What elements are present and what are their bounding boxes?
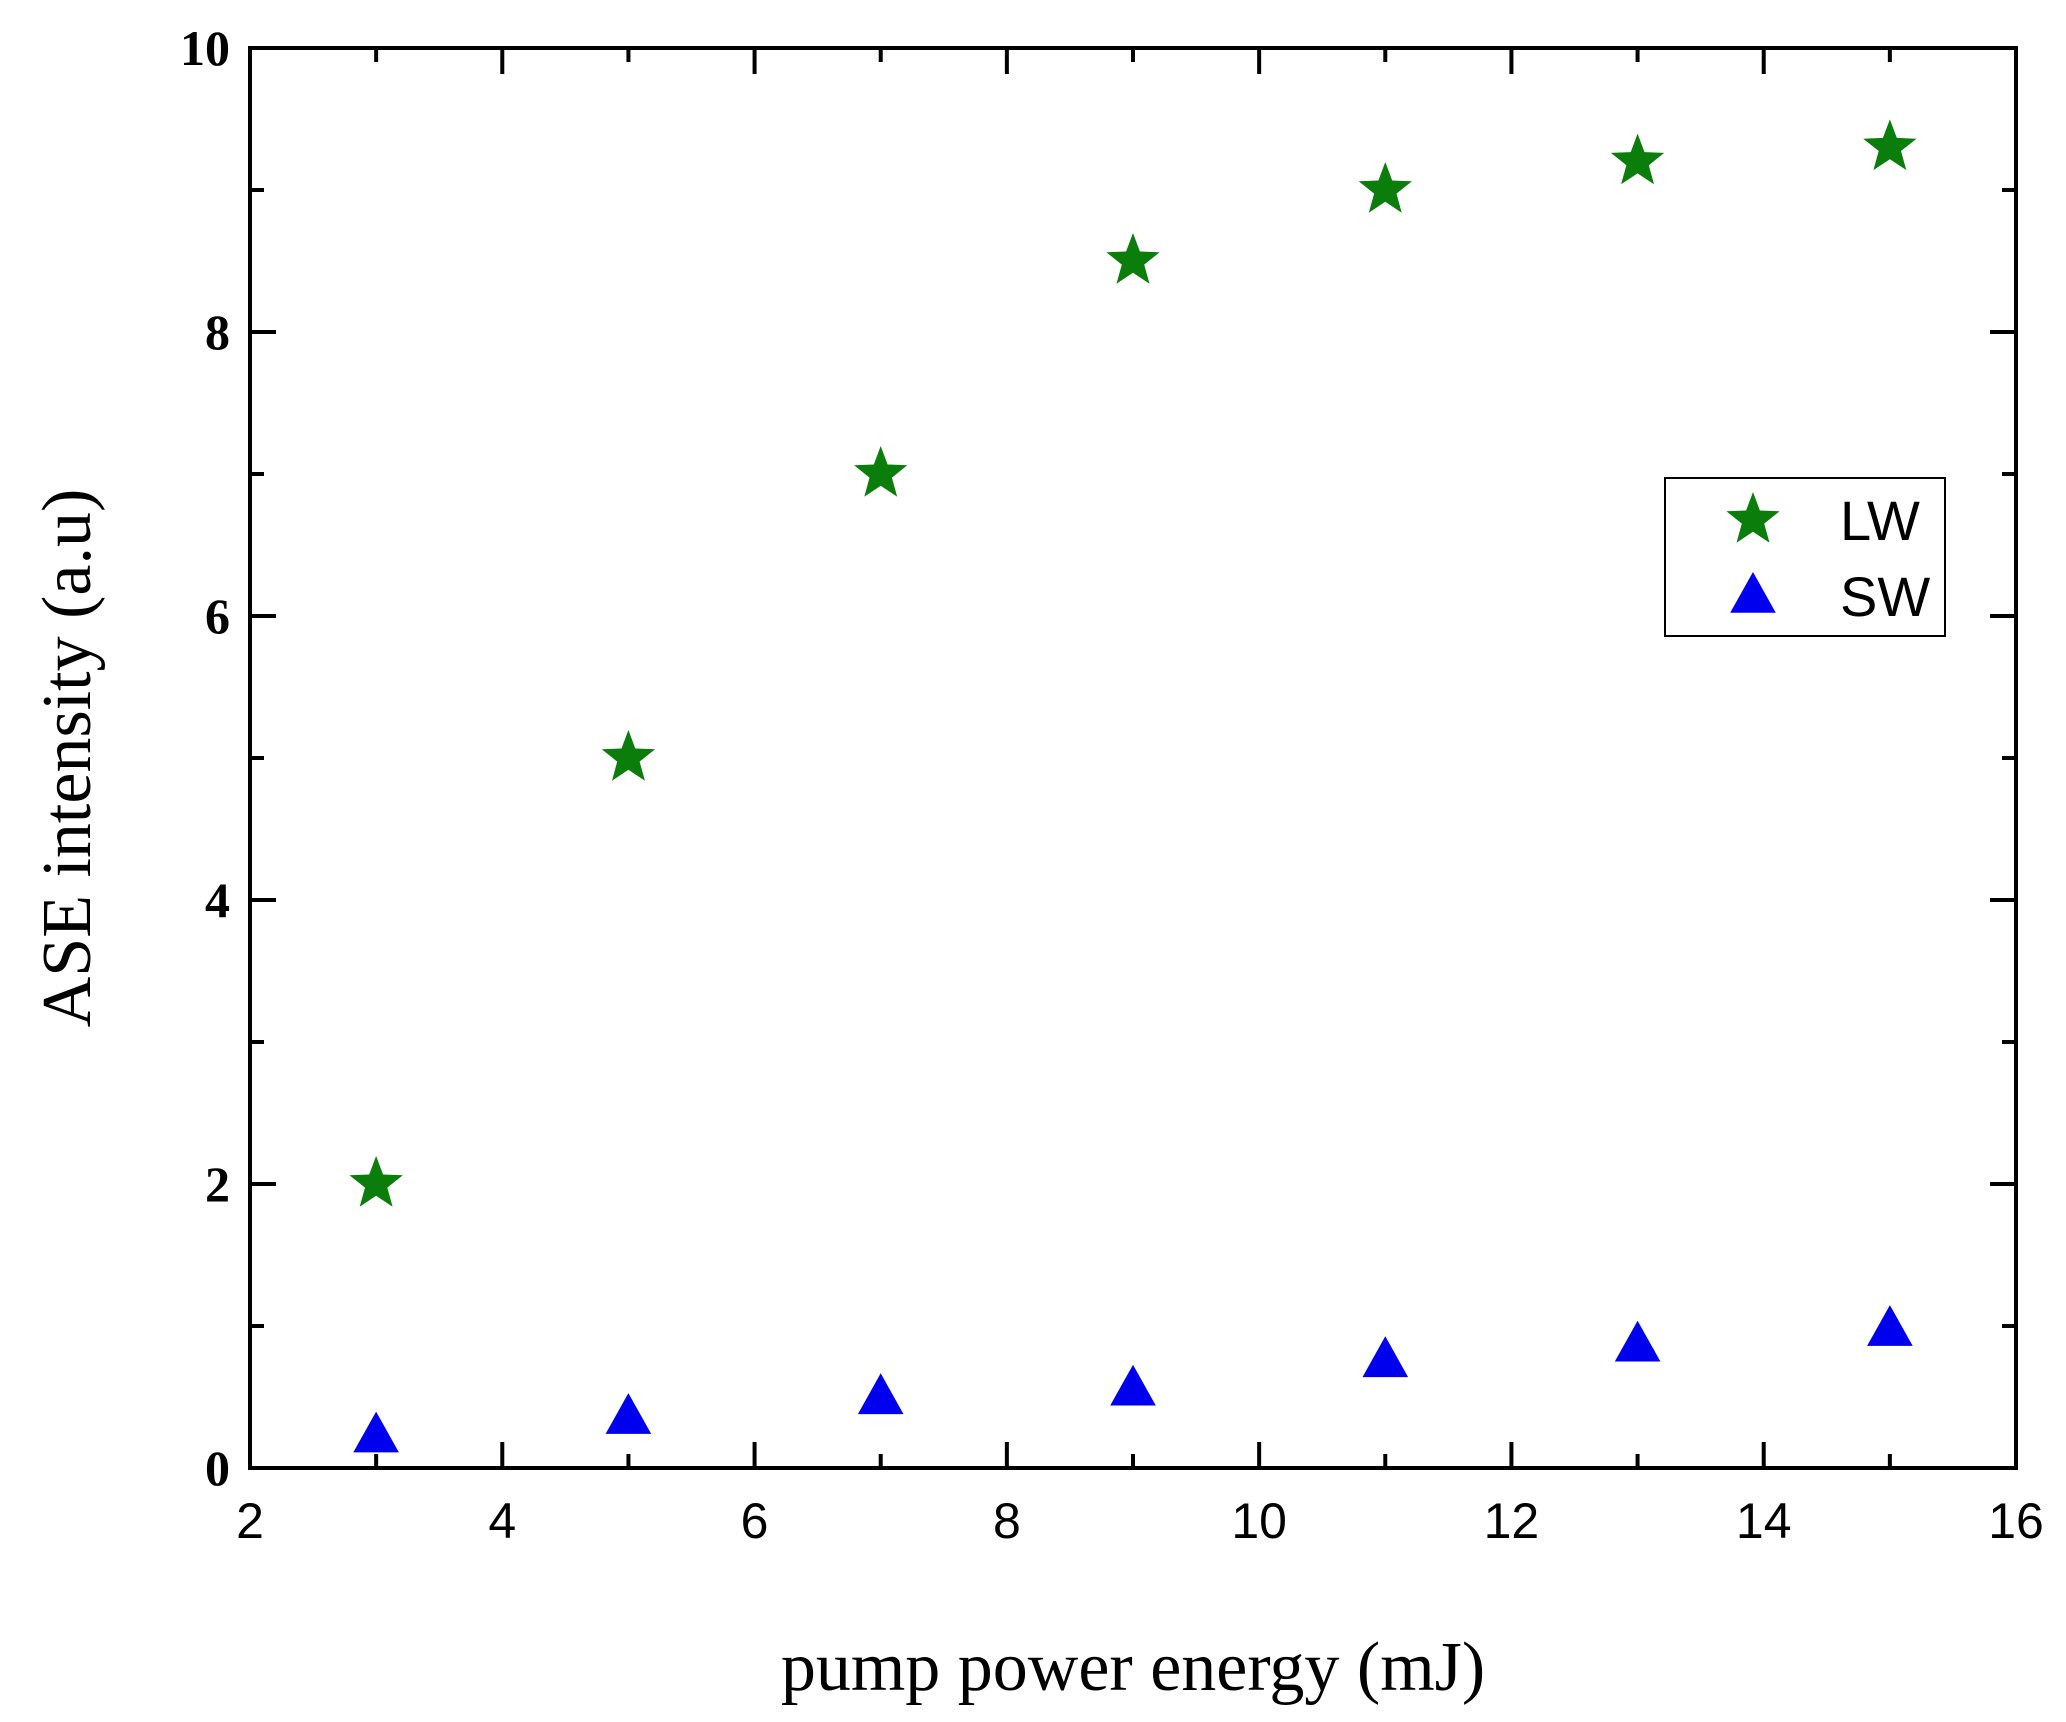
data-point-sw — [605, 1393, 652, 1434]
legend-box — [1664, 477, 1946, 637]
y-tick-label: 6 — [205, 588, 230, 644]
x-tick-label: 8 — [993, 1493, 1021, 1549]
data-point-lw — [854, 446, 908, 497]
legend-label-lw: LW — [1840, 489, 1920, 552]
series-lw — [349, 119, 1917, 1207]
x-tick-label: 4 — [488, 1493, 516, 1549]
x-tick-label: 14 — [1736, 1493, 1792, 1549]
data-point-sw — [1362, 1336, 1409, 1378]
data-point-sw — [857, 1373, 904, 1415]
data-point-sw — [1867, 1305, 1913, 1346]
data-point-sw — [1614, 1320, 1661, 1362]
y-tick-label: 8 — [205, 304, 230, 360]
data-point-lw — [349, 1156, 403, 1207]
y-tick-label: 2 — [205, 1156, 230, 1212]
x-tick-label: 6 — [741, 1493, 769, 1549]
data-point-sw — [1110, 1364, 1156, 1406]
x-tick-label: 10 — [1231, 1493, 1287, 1549]
y-axis-title: ASE intensity (a.u) — [29, 489, 106, 1028]
x-tick-label: 16 — [1988, 1493, 2044, 1549]
legend-label-sw: SW — [1840, 565, 1930, 628]
legend-marker-sw — [1730, 572, 1776, 613]
data-point-sw — [353, 1411, 399, 1453]
series-sw — [353, 1305, 1913, 1453]
data-point-lw — [601, 730, 656, 781]
data-point-lw — [1610, 133, 1665, 185]
data-point-lw — [1106, 233, 1160, 284]
legend-marker-lw — [1726, 492, 1780, 543]
x-tick-label: 12 — [1484, 1493, 1540, 1549]
legend: LW SW — [1664, 477, 1946, 637]
y-tick-label: 4 — [205, 872, 230, 928]
x-axis: 2 4 6 8 10 12 14 16 — [236, 48, 2044, 1549]
y-axis: 0 2 4 6 8 10 — [180, 20, 2016, 1496]
y-tick-label: 10 — [180, 20, 230, 76]
data-point-lw — [1358, 162, 1412, 213]
series-layer — [349, 119, 1917, 1453]
x-axis-title: pump power energy (mJ) — [781, 1629, 1485, 1706]
data-point-lw — [1863, 119, 1917, 171]
y-tick-label: 0 — [205, 1440, 230, 1496]
x-tick-label: 2 — [236, 1493, 264, 1549]
